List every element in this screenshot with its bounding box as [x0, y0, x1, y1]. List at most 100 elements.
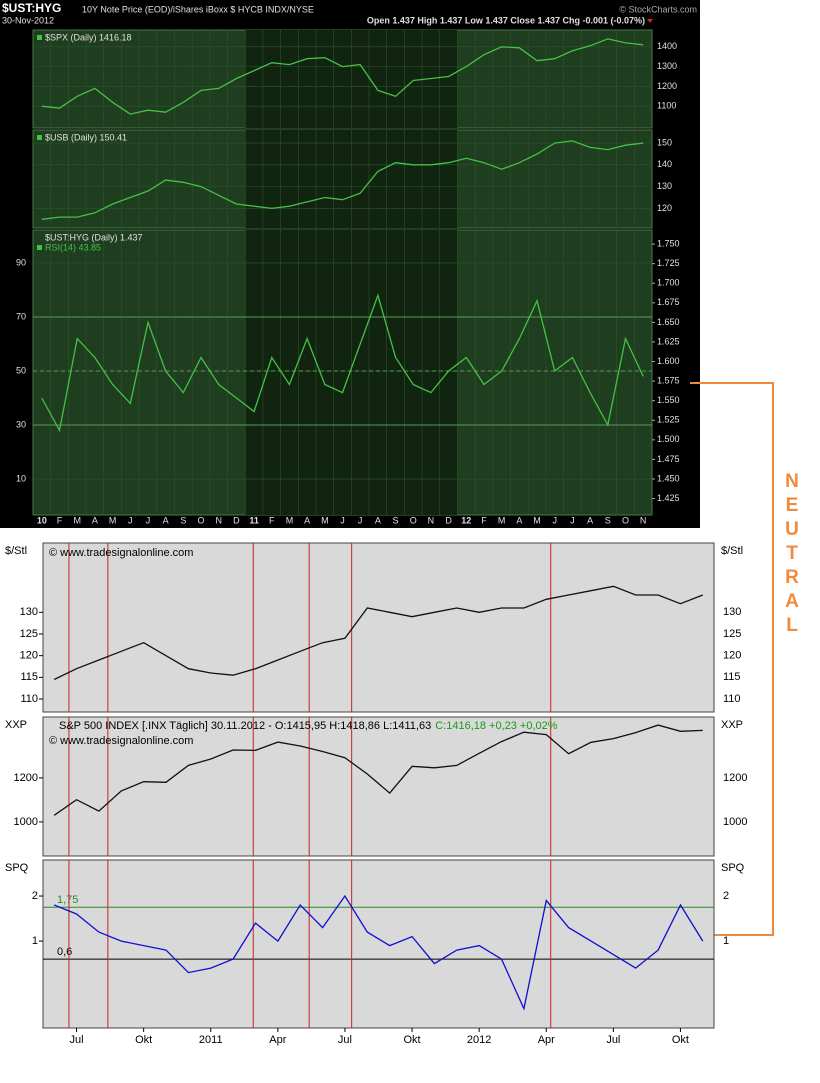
y-tick-label: 130 [20, 606, 38, 618]
y-tick-label: 140 [657, 159, 672, 169]
y-tick-label: 115 [20, 671, 38, 683]
x-tick-label: Okt [403, 1034, 420, 1046]
y-tick-label-right: 130 [723, 606, 741, 618]
y-label: $/Stl [5, 545, 27, 557]
y2-tick-label: 1.725 [657, 258, 680, 268]
quote: Open 1.437 High 1.437 Low 1.437 Close 1.… [367, 15, 645, 25]
down-arrow [647, 19, 653, 23]
series-line [41, 140, 644, 220]
legend-swatch [37, 135, 42, 140]
x-tick-label: 12 [461, 515, 471, 525]
y-tick-label-right: 125 [723, 628, 741, 640]
x-tick-label: J [570, 515, 575, 525]
x-tick-label: 11 [249, 515, 259, 525]
x-tick-label: N [215, 515, 222, 525]
y-tick-label: 1000 [14, 816, 38, 828]
x-tick-label: F [269, 515, 275, 525]
description: 10Y Note Price (EOD)/iShares iBoxx $ HYC… [82, 4, 314, 14]
y-tick-label: 130 [657, 181, 672, 191]
x-tick-label: D [233, 515, 240, 525]
x-tick-label: N [428, 515, 435, 525]
y-tick-label-right: 1 [723, 935, 729, 947]
y-tick-label: 2 [32, 890, 38, 902]
x-tick-label: J [128, 515, 133, 525]
x-tick-label: M [286, 515, 294, 525]
title-text: S&P 500 INDEX [.INX Täglich] 30.11.2012 … [59, 720, 431, 732]
y2-tick-label: 1.650 [657, 317, 680, 327]
stockcharts-header: $UST:HYG 10Y Note Price (EOD)/iShares iB… [2, 1, 697, 25]
x-tick-label: A [587, 515, 593, 525]
y-tick-label: 30 [16, 419, 26, 429]
x-tick-label: F [481, 515, 487, 525]
y-tick-label: 120 [20, 650, 38, 662]
x-tick-label: N [640, 515, 647, 525]
plot-area [42, 859, 715, 1029]
x-tick-label: Apr [269, 1034, 286, 1046]
panel-title: S&P 500 INDEX [.INX Täglich] 30.11.2012 … [59, 720, 558, 732]
y-tick-label-right: 2 [723, 890, 729, 902]
x-tick-label: Apr [538, 1034, 555, 1046]
series-line [53, 585, 704, 681]
x-tick-label: S [605, 515, 611, 525]
y2-tick-label: 1.675 [657, 297, 680, 307]
x-tick-label: J [146, 515, 151, 525]
level-label: 1,75 [57, 894, 78, 906]
x-tick-label: D [445, 515, 452, 525]
x-tick-label: Okt [672, 1034, 689, 1046]
y2-tick-label: 1.550 [657, 395, 680, 405]
y-tick-label: 1200 [14, 772, 38, 784]
y-label: SPQ [5, 862, 29, 874]
y-tick-label: 1 [32, 935, 38, 947]
y2-tick-label: 1.450 [657, 473, 680, 483]
level-label: 0,6 [57, 946, 72, 958]
legend-label: $SPX (Daily) 1416.18 [45, 32, 132, 42]
panel-title: $UST:HYG (Daily) 1.437 [45, 232, 143, 242]
x-tick-label: J [552, 515, 557, 525]
y-tick-label: 1200 [657, 81, 677, 91]
y-tick-label: 50 [16, 365, 26, 375]
x-tick-label: S [180, 515, 186, 525]
y2-tick-label: 1.750 [657, 238, 680, 248]
x-tick-label: Jul [70, 1034, 84, 1046]
y-tick-label: 125 [20, 628, 38, 640]
legend-label: $USB (Daily) 150.41 [45, 132, 127, 142]
x-tick-label: M [109, 515, 117, 525]
y-tick-label: 1300 [657, 61, 677, 71]
x-tick-label: O [622, 515, 629, 525]
x-tick-label: 2011 [199, 1034, 223, 1046]
x-tick-label: M [498, 515, 506, 525]
x-tick-label: O [410, 515, 417, 525]
x-tick-label: A [375, 515, 381, 525]
legend-swatch [37, 245, 42, 250]
y-tick-label-right: 120 [723, 650, 741, 662]
x-tick-label: A [516, 515, 522, 525]
x-tick-label: Jul [606, 1034, 620, 1046]
y2-tick-label: 1.625 [657, 336, 680, 346]
x-tick-label: 2012 [467, 1034, 491, 1046]
watermark: © www.tradesignalonline.com [49, 735, 193, 747]
y-tick-label: 1100 [657, 101, 676, 111]
source: © StockCharts.com [619, 4, 697, 14]
y-label-right: XXP [721, 719, 743, 731]
y2-tick-label: 1.425 [657, 493, 680, 503]
y2-tick-label: 1.575 [657, 375, 680, 385]
x-tick-label: J [340, 515, 345, 525]
x-tick-label: A [304, 515, 310, 525]
series-line [41, 38, 644, 115]
plot-area [42, 542, 715, 713]
neutral-label: NEUTRAL [785, 471, 799, 636]
x-tick-label: S [393, 515, 399, 525]
bracket [690, 382, 774, 936]
legend-swatch [37, 35, 42, 40]
y-tick-label-right: 1200 [723, 772, 747, 784]
y2-tick-label: 1.600 [657, 356, 680, 366]
title-change: C:1416,18 +0,23 +0,02% [435, 720, 558, 732]
y2-tick-label: 1.475 [657, 454, 680, 464]
y-tick-label: 10 [16, 473, 26, 483]
y-label-right: $/Stl [721, 545, 743, 557]
series-line [41, 293, 644, 433]
y-label-right: SPQ [721, 862, 745, 874]
